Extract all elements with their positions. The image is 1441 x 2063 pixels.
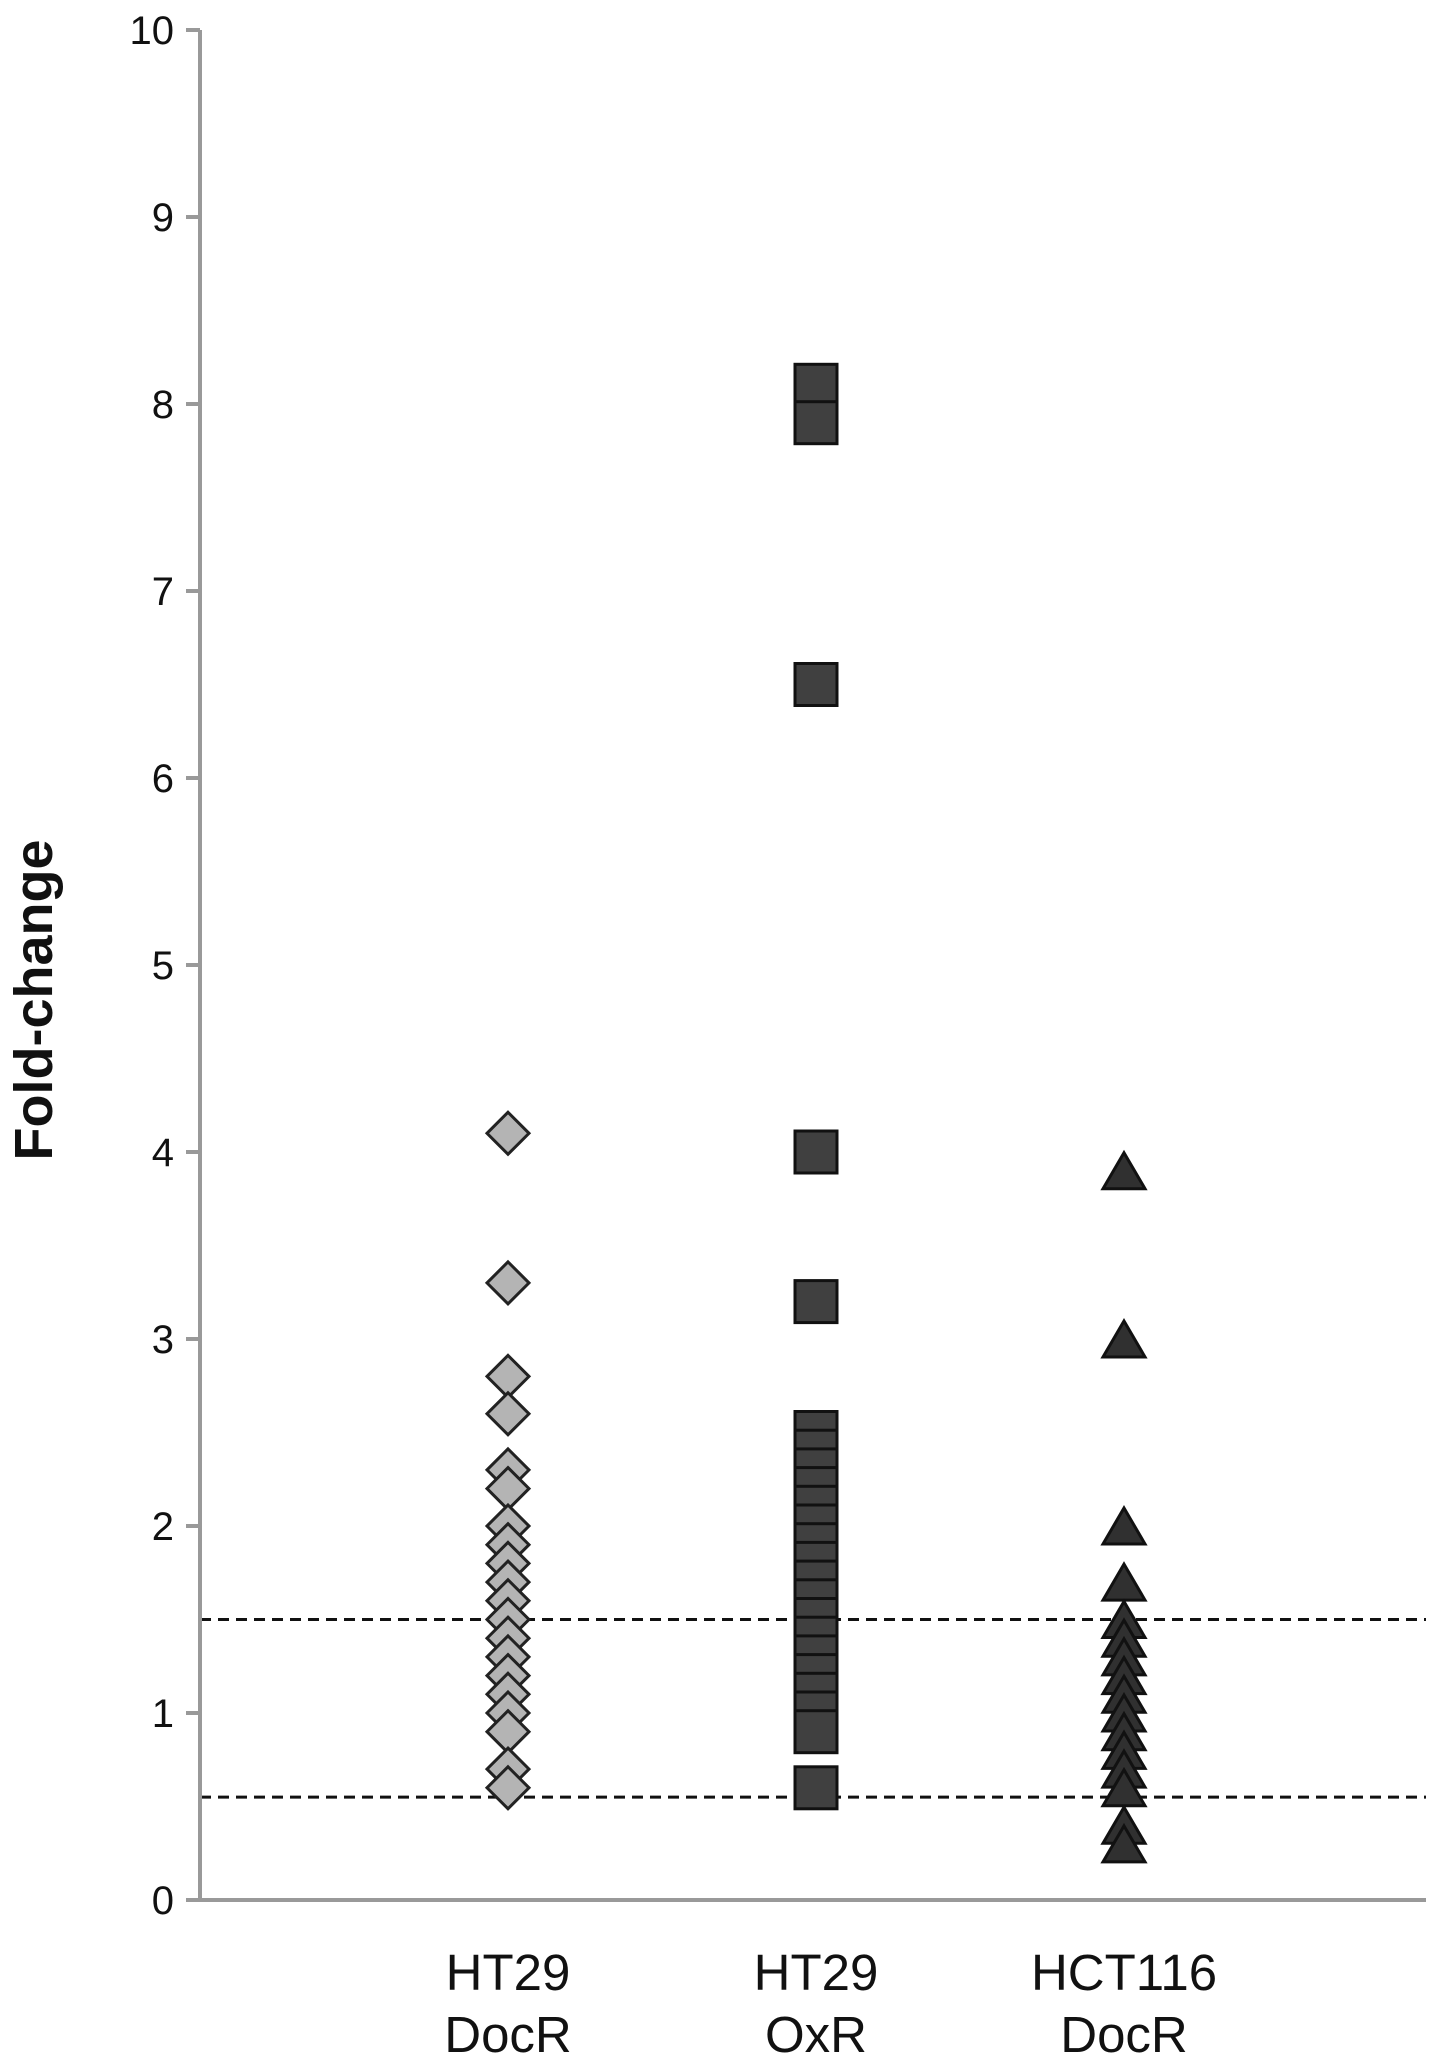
data-point-triangle bbox=[1100, 1318, 1148, 1359]
category-label-line1: HT29 bbox=[754, 1944, 879, 2001]
data-point-diamond bbox=[484, 1764, 532, 1811]
category-label-line2: OxR bbox=[765, 2006, 867, 2063]
data-point-triangle bbox=[1100, 1149, 1148, 1191]
data-point-square bbox=[793, 662, 839, 707]
y-tick-label: 0 bbox=[152, 1879, 174, 1923]
y-axis-ticks: 0 1 2 3 4 5 6 7 8 9 10 bbox=[130, 9, 200, 1923]
category-label-line2: DocR bbox=[1060, 2006, 1188, 2063]
category-label-line1: HT29 bbox=[446, 1944, 571, 2001]
y-tick-label: 5 bbox=[152, 944, 174, 988]
data-point-square bbox=[793, 1709, 839, 1755]
data-point-square bbox=[793, 1129, 839, 1175]
data-point-triangle bbox=[1100, 1822, 1148, 1864]
data-point-square bbox=[793, 362, 839, 408]
data-point-diamond bbox=[484, 1390, 532, 1437]
data-point-square bbox=[793, 1279, 839, 1325]
y-tick-label: 3 bbox=[152, 1318, 174, 1362]
category-label-line1: HCT116 bbox=[1031, 1944, 1217, 2001]
data-point-diamond bbox=[484, 1259, 532, 1307]
category-label-line2: DocR bbox=[444, 2006, 572, 2063]
y-tick-label: 4 bbox=[152, 1131, 174, 1175]
y-tick-label: 9 bbox=[152, 196, 174, 240]
data-point-triangle bbox=[1100, 1505, 1148, 1546]
y-axis-label: Fold-change bbox=[4, 840, 64, 1161]
y-tick-label: 1 bbox=[152, 1692, 174, 1736]
y-tick-label: 8 bbox=[152, 383, 174, 427]
data-point-triangle bbox=[1100, 1561, 1148, 1602]
y-tick-label: 7 bbox=[152, 570, 174, 614]
y-tick-label: 10 bbox=[130, 9, 175, 53]
y-tick-label: 6 bbox=[152, 757, 174, 801]
y-tick-label: 2 bbox=[152, 1505, 174, 1549]
data-point-square bbox=[793, 1765, 839, 1811]
data-point-square bbox=[793, 400, 839, 446]
data-markers bbox=[484, 362, 1148, 1864]
data-point-diamond bbox=[484, 1110, 532, 1157]
